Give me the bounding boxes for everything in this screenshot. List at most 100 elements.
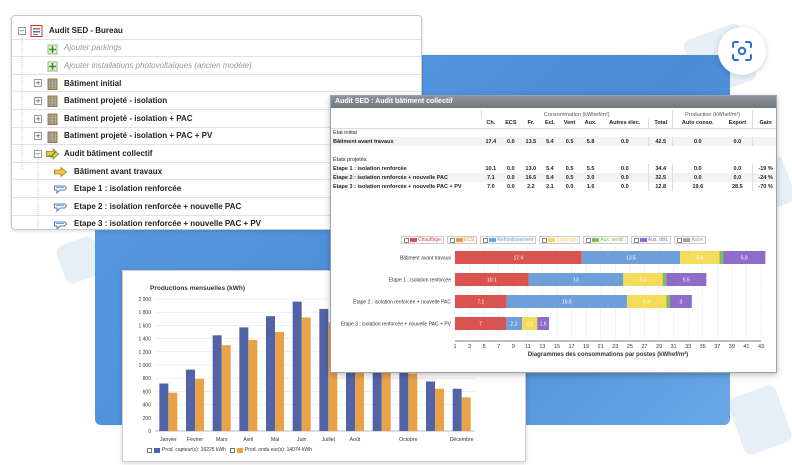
bar-segment[interactable] — [581, 251, 681, 264]
bar-value-label: 16.5 — [562, 300, 572, 306]
bar[interactable] — [159, 383, 169, 431]
tree-row[interactable]: − Audit SED - Bureau — [12, 22, 421, 40]
x-tick-label: Juin — [297, 437, 307, 443]
bar-segment[interactable] — [506, 317, 523, 330]
tree-row[interactable]: Etape 2 : isolation renforcée + nouvelle… — [12, 198, 421, 216]
bar-value-label: 2.1 — [526, 322, 533, 328]
tree-row[interactable]: + Bâtiment initial — [12, 75, 421, 93]
bar[interactable] — [212, 335, 222, 431]
x-tick-label: 7 — [497, 344, 500, 350]
bar[interactable] — [221, 345, 231, 431]
collapse-icon[interactable]: − — [18, 26, 26, 35]
tree-row[interactable]: Ajouter parkings — [12, 40, 421, 58]
table-row: Bâtiment avant travaux 17.4 0.0 13.5 5.4 0.5 5… — [331, 137, 776, 146]
legend-checkbox[interactable] — [404, 237, 409, 243]
y-tick-label: 1 000 — [138, 363, 151, 369]
tree-row[interactable]: Etape 3 : isolation renforcée + nouvelle… — [12, 216, 421, 229]
bar[interactable] — [399, 365, 409, 431]
bar[interactable] — [452, 388, 462, 431]
bar-value-label: 13.5 — [626, 256, 636, 262]
x-tick-label: 1 — [453, 344, 456, 350]
bar[interactable] — [426, 381, 435, 432]
bar[interactable] — [346, 318, 355, 431]
bar[interactable] — [408, 373, 418, 431]
table-row: États projetés — [331, 155, 776, 164]
x-tick-label: 35 — [700, 344, 706, 350]
bar-segment[interactable] — [528, 273, 624, 286]
bar-segment[interactable] — [723, 251, 766, 264]
collapse-icon[interactable]: − — [34, 149, 42, 158]
bar-value-label: 5.4 — [643, 300, 650, 306]
expand-icon[interactable]: + — [34, 114, 42, 123]
legend-checkbox[interactable] — [449, 237, 455, 243]
bar-segment[interactable] — [680, 251, 720, 264]
bar-segment[interactable] — [626, 295, 667, 308]
y-tick-label: 600 — [143, 389, 152, 395]
tree-row[interactable]: Ajouter installations photovoltaïques (a… — [12, 57, 421, 75]
column-header: Fr. — [521, 119, 541, 129]
bar[interactable] — [266, 316, 275, 431]
bar[interactable] — [461, 397, 471, 431]
tree-row[interactable]: Bâtiment avant travaux — [12, 163, 421, 181]
bar[interactable] — [248, 339, 258, 431]
legend-swatch — [592, 238, 600, 242]
bar-segment[interactable] — [455, 273, 529, 286]
legend-checkbox[interactable] — [586, 237, 592, 243]
bar[interactable] — [168, 392, 178, 431]
visual-search-button[interactable] — [718, 27, 766, 75]
bar-segment[interactable] — [522, 317, 538, 330]
table-cell: 7.0 — [486, 183, 495, 190]
bar[interactable] — [301, 317, 311, 431]
bar[interactable] — [319, 308, 329, 431]
bar-segment[interactable] — [666, 295, 670, 308]
bar[interactable] — [355, 332, 364, 431]
bar[interactable] — [239, 327, 249, 431]
legend-checkbox[interactable] — [229, 447, 235, 453]
bar[interactable] — [372, 351, 382, 431]
expand-icon[interactable]: + — [34, 132, 42, 141]
category-label: Etape 1 : isolation renforcée — [389, 278, 451, 284]
bar[interactable] — [195, 378, 204, 431]
bar-segment[interactable] — [669, 295, 692, 308]
table-row: Etape 3 : isolation renforcée + nouvelle… — [331, 182, 776, 191]
bar-segment[interactable] — [455, 251, 582, 264]
column-header: Ecl. — [540, 119, 560, 129]
legend-item[interactable]: Refroidissement — [480, 236, 537, 244]
legend-item-onduleurs[interactable]: Prod. ondu eur(s): 14074 kWh — [229, 447, 312, 453]
x-tick-label: 15 — [554, 344, 560, 350]
bar-segment[interactable] — [506, 295, 627, 308]
x-tick-label: 21 — [598, 344, 604, 350]
table-cell: 0.0 — [565, 183, 574, 190]
legend-item[interactable]: Autre — [674, 236, 707, 244]
legend-checkbox[interactable] — [147, 447, 152, 453]
legend-checkbox[interactable] — [677, 237, 683, 243]
bar-segment[interactable] — [623, 273, 663, 286]
bar[interactable] — [328, 322, 338, 431]
legend-checkbox[interactable] — [483, 237, 489, 243]
bar-segment[interactable] — [455, 295, 507, 308]
bar-segment[interactable] — [719, 251, 724, 264]
legend-checkbox[interactable] — [542, 237, 548, 243]
bar[interactable] — [275, 332, 284, 431]
legend-item[interactable]: Aux. ventil. — [583, 236, 628, 244]
legend-item[interactable]: Chauffage — [401, 236, 444, 244]
bar-segment[interactable] — [455, 317, 506, 330]
legend-item[interactable]: Éclairage — [539, 236, 581, 244]
y-tick-label: 800 — [143, 376, 152, 382]
bar[interactable] — [435, 388, 444, 431]
building-icon — [47, 131, 58, 143]
legend-checkbox[interactable] — [633, 237, 639, 243]
bar[interactable] — [292, 301, 302, 431]
bar[interactable] — [186, 369, 195, 431]
table-cell: 0.0 — [500, 173, 522, 182]
bar-segment[interactable] — [537, 317, 549, 330]
expand-icon[interactable]: + — [34, 79, 42, 88]
legend-item[interactable]: ECS — [446, 236, 478, 244]
bar-segment[interactable] — [662, 273, 667, 286]
legend-item[interactable]: Aux. dist. — [630, 236, 672, 244]
legend-item-capteurs[interactable]: Prod. capteur(s): 16225 kWh — [147, 447, 226, 453]
expand-icon[interactable]: + — [34, 96, 42, 105]
tree-row[interactable]: Etape 1 : isolation renforcée — [12, 180, 421, 198]
bar-segment[interactable] — [666, 273, 707, 286]
bar[interactable] — [381, 361, 391, 431]
